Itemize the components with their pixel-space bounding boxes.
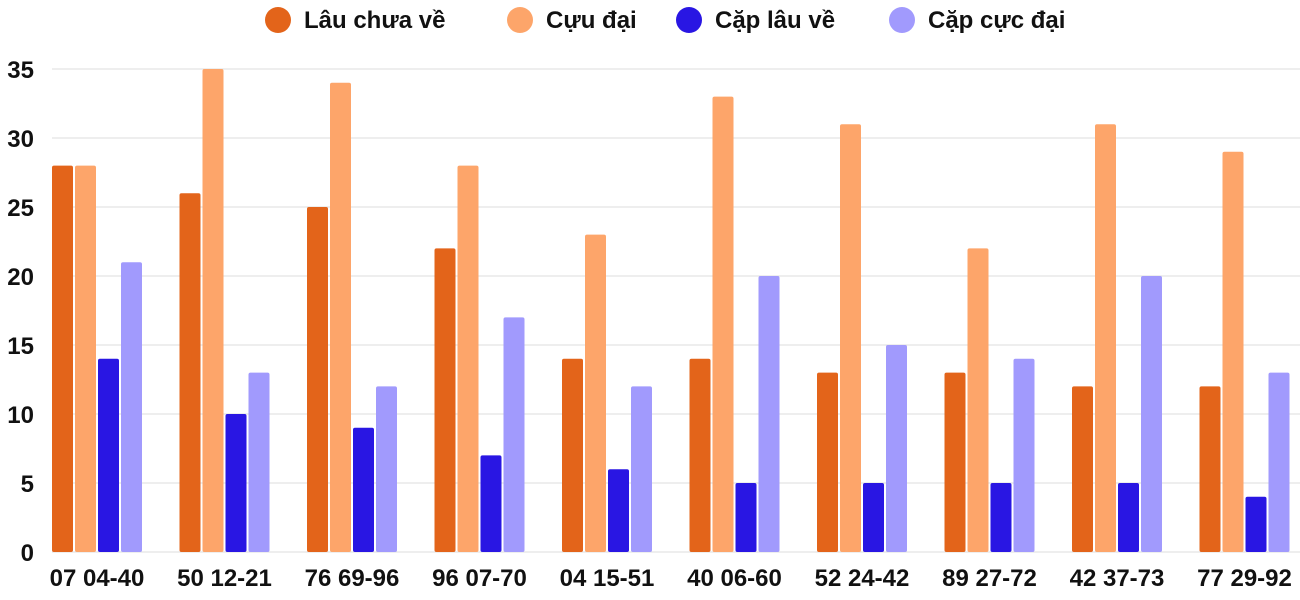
y-tick-label: 30 (7, 126, 34, 153)
legend-label: Cựu đại (546, 7, 637, 34)
bar (608, 469, 629, 552)
bar (840, 124, 861, 552)
bar (863, 483, 884, 552)
y-tick-label: 25 (7, 195, 34, 222)
y-tick-label: 35 (7, 57, 34, 84)
bar (1222, 151, 1244, 553)
bar (990, 483, 1012, 552)
bar (1072, 386, 1093, 552)
x-tick-label: 89 27-72 (942, 565, 1037, 592)
bar (503, 317, 525, 552)
x-tick-label: 96 07-70 (432, 565, 527, 592)
legend-swatch (889, 7, 915, 33)
bar (967, 248, 989, 552)
bar (353, 427, 374, 552)
legend-item: Cặp lâu về (676, 7, 835, 34)
bar (712, 96, 734, 552)
legend-label: Lâu chưa về (304, 7, 445, 34)
legend-item: Cựu đại (507, 7, 637, 34)
bar (75, 165, 96, 552)
bar (330, 82, 351, 553)
y-tick-label: 10 (7, 402, 34, 429)
y-tick-label: 0 (21, 540, 34, 567)
bar (98, 358, 119, 552)
y-tick-label: 5 (21, 471, 34, 498)
legend-swatch (265, 7, 291, 33)
bar (817, 372, 838, 552)
bar (631, 386, 652, 552)
bar (121, 262, 142, 552)
bar (480, 455, 502, 552)
bar (562, 358, 583, 552)
bar (1268, 372, 1290, 552)
legend-item: Cặp cực đại (889, 7, 1065, 34)
bar (1095, 124, 1116, 552)
bar (1118, 483, 1139, 552)
x-tick-label: 40 06-60 (687, 565, 782, 592)
legend: Lâu chưa về Cựu đại Cặp lâu về Cặp cực đại (265, 7, 1065, 34)
bar (52, 165, 73, 552)
legend-swatch (507, 7, 533, 33)
x-tick-label: 42 37-73 (1070, 565, 1165, 592)
x-tick-label: 76 69-96 (305, 565, 400, 592)
bar (758, 276, 780, 552)
bar (457, 165, 479, 552)
x-tick-label: 50 12-21 (177, 565, 272, 592)
bar (886, 345, 907, 552)
x-tick-label: 77 29-92 (1197, 565, 1292, 592)
bar (376, 386, 397, 552)
y-tick-label: 20 (7, 264, 34, 291)
bar (689, 358, 711, 552)
bar (307, 207, 328, 552)
x-tick-label: 07 04-40 (50, 565, 145, 592)
legend-swatch (676, 7, 702, 33)
bar (1141, 276, 1162, 552)
bar (1199, 386, 1221, 552)
bar (1245, 496, 1267, 552)
x-tick-label: 52 24-42 (815, 565, 910, 592)
bars (52, 69, 1290, 553)
legend-label: Cặp cực đại (928, 7, 1065, 34)
bar (735, 483, 757, 552)
x-axis-labels: 07 04-40 50 12-21 76 69-96 96 07-70 04 15-51… (50, 565, 1292, 592)
bar (225, 414, 247, 552)
y-axis-ticks: 0 5 10 15 20 25 30 35 (7, 57, 34, 567)
bar (248, 372, 270, 552)
legend-item: Lâu chưa về (265, 7, 445, 34)
bar (202, 69, 224, 552)
bar (179, 193, 201, 552)
legend-label: Cặp lâu về (715, 7, 835, 34)
bar (944, 372, 966, 552)
bar (434, 248, 456, 552)
y-tick-label: 15 (7, 333, 34, 360)
x-tick-label: 04 15-51 (560, 565, 655, 592)
bar (1013, 358, 1035, 552)
bar (585, 234, 606, 552)
